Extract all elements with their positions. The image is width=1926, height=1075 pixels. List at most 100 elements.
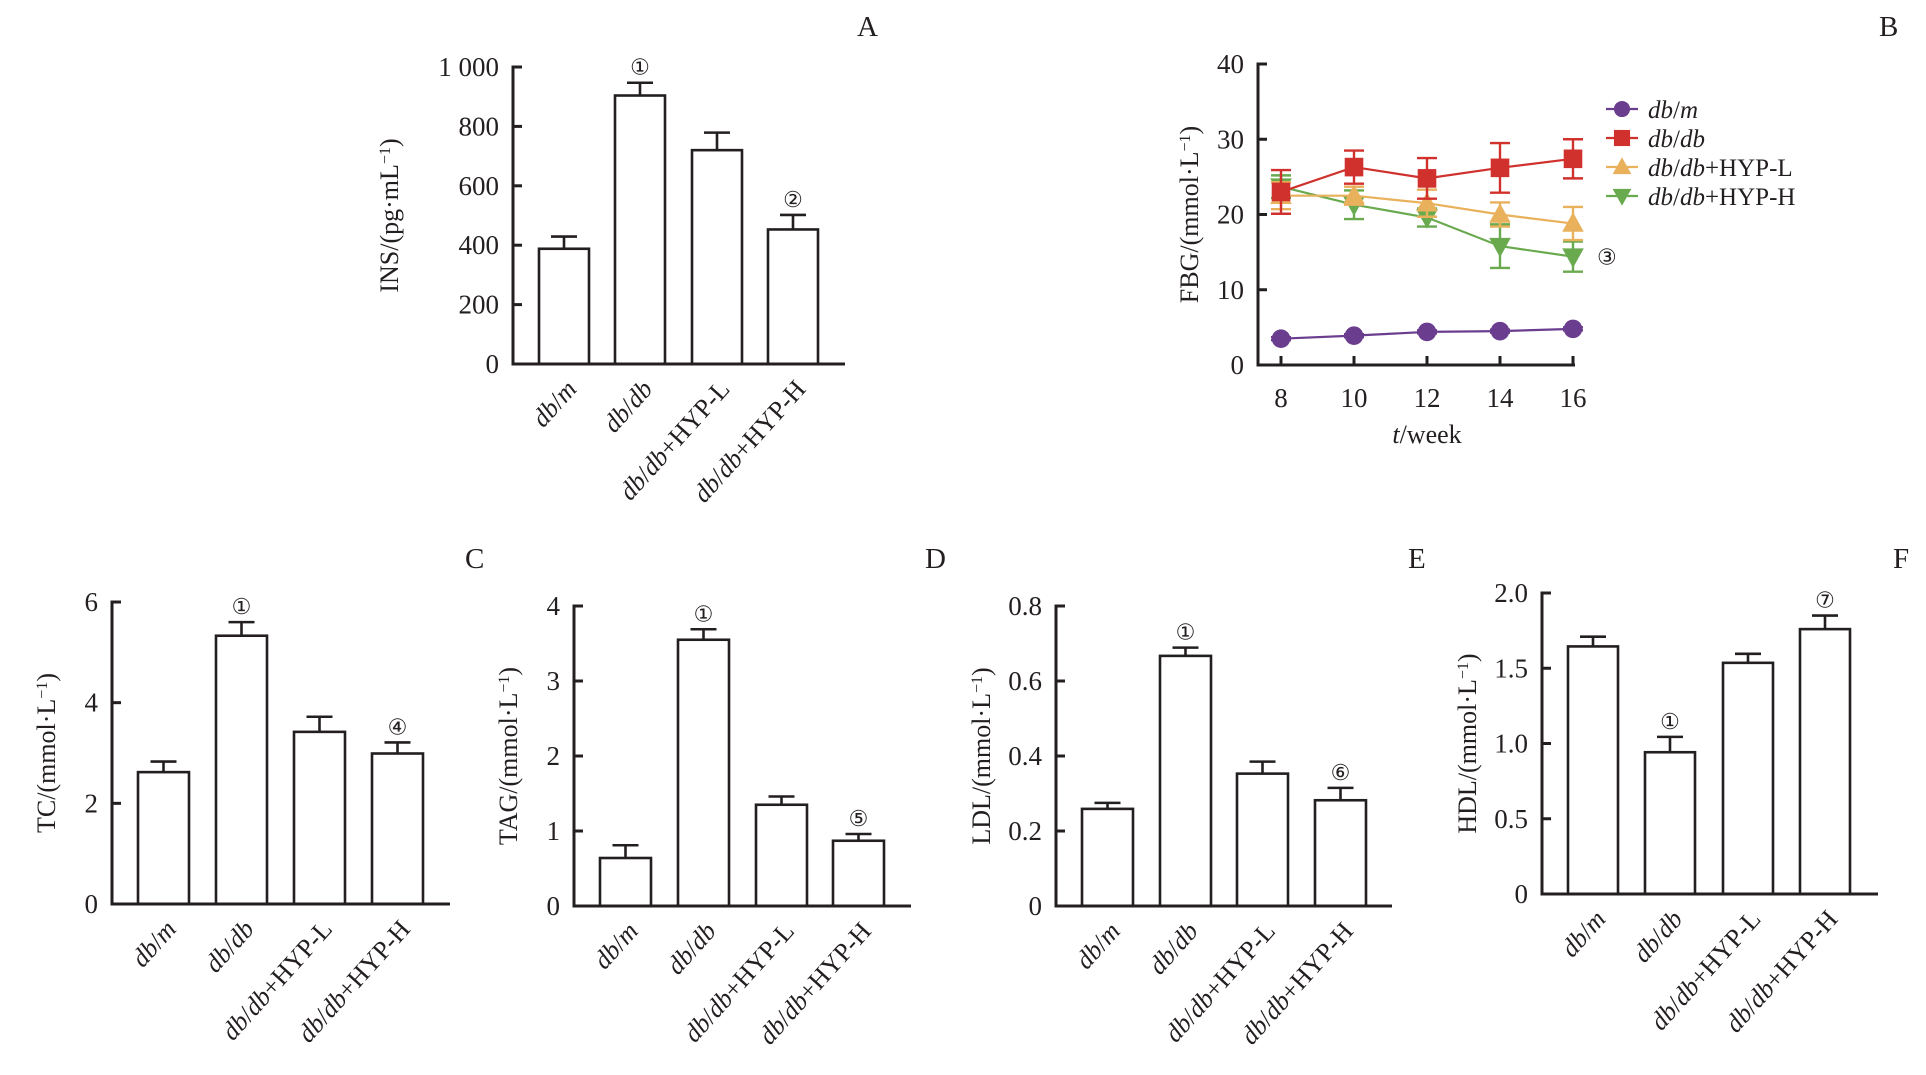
y-tick-label: 40 [1217,49,1244,79]
legend-marker-icon [1613,129,1631,147]
bar-db-db-hyp-h [1798,627,1852,896]
label-italic-part: db [1648,184,1673,211]
bar-db-db [1643,750,1697,896]
x-tick-label: db/db [1627,905,1688,968]
significance-marker: ⑥ [1331,760,1351,785]
label-slash: / [1673,97,1680,124]
bar-db-db-hyp-h [766,228,820,366]
y-tick-label: 4 [547,591,561,621]
ylabel-superscript: −1 [377,147,394,164]
label-italic-part: db [1680,126,1705,153]
y-tick-label: 2 [85,788,99,818]
data-point [1344,326,1364,345]
panel-b-fbg-line-chart: B 0 10 20 30 40 8 10 12 14 16 t/week FBG/(mmol·L−1) ③… [1175,11,1898,449]
x-axis-title-unit: /week [1400,420,1462,449]
data-point [1489,237,1511,258]
x-tick-label: db/db [661,917,722,980]
legend-marker-icon [1613,100,1631,118]
y-axis-title: LDL/(mmol·L−1) [967,667,996,844]
panel-c-tc-bar-chart: Cdb/m①db/dbdb/db+HYP-L④db/db+HYP-H0246TC… [32,543,484,1048]
y-tick-label: 400 [459,230,500,260]
y-tick-label: 3 [547,666,561,696]
bar-db-db-hyp-l [292,730,347,906]
legend-item-db-m: db/m [1606,97,1698,124]
legend-item-db-db: db/db [1606,126,1705,153]
bar-db-db-hyp-h [831,839,886,908]
series-db-db [1271,138,1583,215]
significance-marker: ⑤ [849,806,869,831]
x-tick-label: db/db [597,375,658,438]
panel-letter: A [857,11,878,43]
y-tick-label: 0 [85,889,99,919]
ylabel-main: FBG/(mmol·L [1175,152,1204,304]
data-point [1417,169,1437,188]
bar-db-m [537,247,591,366]
y-tick-label: 0 [486,349,500,379]
legend-marker-icon [1612,157,1632,175]
panel-e-ldl-bar-chart: Edb/m①db/dbdb/db+HYP-L⑥db/db+HYP-H00.20.… [967,543,1426,1050]
label-italic-part: db [1648,97,1673,124]
bar-db-db [1158,654,1213,908]
panel-letter: B [1879,11,1898,43]
ylabel-superscript: −1 [496,676,513,693]
label-roman-part: +HYP-H [1759,904,1844,994]
y-axis-title: HDL/(mmol·L−1) [1453,653,1482,833]
x-tick-label: db/m [588,917,644,975]
significance-marker: ② [783,187,803,212]
y-axis-title: INS/(pg·mL−1) [375,138,404,292]
legend-label: db/db+HYP-L [1648,155,1793,182]
label-roman-part: +HYP-L [1198,917,1281,1004]
data-point [1562,248,1584,268]
legend-label: db/db [1648,126,1705,153]
label-roman-part: +HYP-L [255,915,338,1002]
y-tick-label: 0.5 [1494,804,1528,834]
y-tick-label: 0 [1029,891,1043,921]
data-point [1490,158,1510,178]
ylabel-main: INS/(pg·mL [375,164,404,293]
bar-db-db-hyp-l [690,148,744,366]
ylabel-superscript: −1 [34,682,51,699]
bar-db-db [214,634,269,906]
label-roman-part: +HYP-H [331,914,416,1004]
ylabel-main: TAG/(mmol·L [494,693,523,845]
label-italic-part: db [1680,184,1705,211]
x-tick-label: 12 [1414,383,1441,413]
label-roman-part: +HYP-H [727,374,812,464]
label-roman-part: +HYP-L [1705,155,1793,182]
x-tick-label: db/m [126,915,182,973]
bar-db-db-hyp-h [370,752,425,906]
x-tick-label: db/m [1070,917,1126,975]
label-roman-part: +HYP-H [1705,184,1796,211]
legend-item-db-db-hyp-h: db/db+HYP-H [1606,184,1795,211]
y-tick-label: 0.4 [1008,741,1042,771]
x-tick-label: db/m [1555,905,1611,963]
y-tick-label: 800 [459,111,500,141]
y-tick-label: 1.5 [1494,653,1528,683]
bar-db-db-hyp-l [754,803,809,908]
x-tick-label: db/m [526,375,582,433]
significance-marker: ① [1660,709,1680,734]
data-point [1344,157,1364,177]
panel-letter: F [1893,543,1909,575]
data-point [1563,149,1583,169]
significance-marker: ③ [1597,245,1617,270]
bar-db-m [136,770,191,906]
y-tick-label: 0.2 [1008,816,1042,846]
label-slash: / [1673,155,1680,182]
series-db-m [1271,319,1583,348]
panel-f-hdl-bar-chart: Fdb/m①db/dbdb/db+HYP-L⑦db/db+HYP-H00.51.… [1453,543,1909,1038]
y-axis-title: TC/(mmol·L−1) [32,673,61,833]
ylabel-close: ) [494,667,523,676]
data-point [1489,203,1511,223]
panel-d-tag-bar-chart: Ddb/m①db/dbdb/db+HYP-L⑤db/db+HYP-H01234T… [494,543,946,1050]
data-point [1343,184,1365,204]
significance-marker: ④ [388,714,408,739]
significance-marker: ① [1176,620,1196,645]
bar-db-db-hyp-l [1235,772,1290,908]
x-tick-label: db/db [199,915,260,978]
significance-marker: ① [694,601,714,626]
ylabel-main: TC/(mmol·L [32,699,61,833]
y-axis-title: TAG/(mmol·L−1) [494,667,523,845]
